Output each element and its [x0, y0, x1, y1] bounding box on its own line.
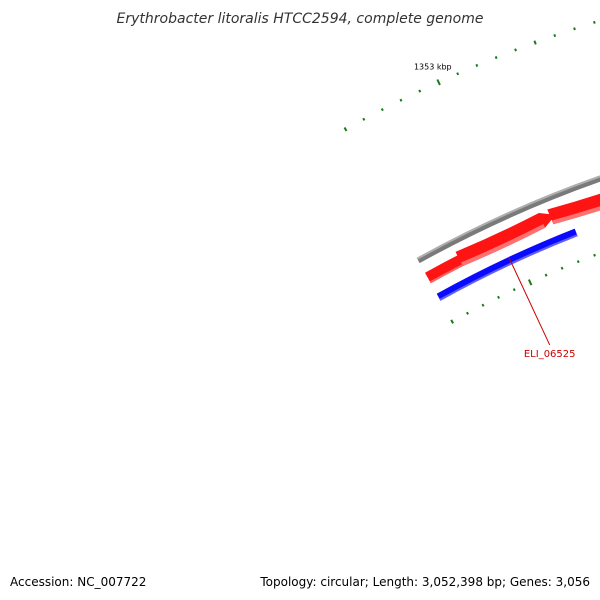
outer-ruler-tick	[514, 48, 517, 52]
genome-backbone	[416, 175, 600, 264]
reverse-annotation-bar-shade	[439, 234, 578, 301]
gene-arrow-shade	[551, 206, 600, 225]
inner-ruler-tick	[576, 260, 580, 264]
outer-ruler-tick	[436, 79, 441, 86]
gene-arrow-shade	[461, 224, 546, 267]
inner-ruler-tick	[481, 303, 485, 307]
backbone-layer	[416, 175, 600, 264]
gene-arrow-ELI_06525	[455, 213, 556, 267]
outer-ruler-tick	[533, 40, 537, 45]
outer-ruler-tick	[553, 34, 557, 38]
outer-ruler-tick	[362, 117, 366, 121]
inner-ruler-tick	[560, 266, 564, 270]
accession-text: Accession: NC_007722	[10, 575, 146, 589]
outer-ruler-tick	[380, 108, 384, 112]
outer-ruler-tick	[343, 127, 348, 132]
inner-ruler-tick	[450, 319, 454, 324]
inner-ruler-tick	[544, 273, 548, 277]
gene-label-layer: ELI_06490ELI_06495ELI_06500ELI_06505trpD…	[508, 256, 576, 360]
inner-ruler-tick	[527, 279, 533, 286]
outer-ruler-tick	[573, 27, 576, 31]
map-title: Erythrobacter litoralis HTCC2594, comple…	[117, 11, 484, 27]
gene-arrow-ELI_06520	[547, 193, 600, 225]
outer-ruler-tick	[399, 98, 403, 102]
outer-ruler-tick	[475, 63, 479, 67]
inner-ruler-tick	[497, 295, 501, 299]
topology-text: Topology: circular; Length: 3,052,398 bp…	[259, 575, 590, 589]
gene-layer	[455, 193, 600, 267]
gene-leader-line	[508, 256, 551, 346]
inner-ruler-tick	[512, 288, 516, 292]
outer-ruler-tick	[456, 72, 460, 76]
kbp-tick-label: 1353 kbp	[414, 63, 452, 72]
inner-ruler-tick	[593, 253, 596, 257]
inner-ruler-tick	[466, 311, 469, 315]
tick-layer: 1347 kbp1348 kbp1349 kbp1350 kbp1351 kbp…	[343, 20, 596, 324]
genome-backbone-highlight	[416, 175, 600, 260]
outer-ruler-tick	[418, 89, 422, 93]
gene-label-ELI_06525: ELI_06525	[524, 349, 576, 360]
outer-ruler-tick	[494, 56, 498, 60]
outer-ruler-tick	[593, 20, 596, 24]
